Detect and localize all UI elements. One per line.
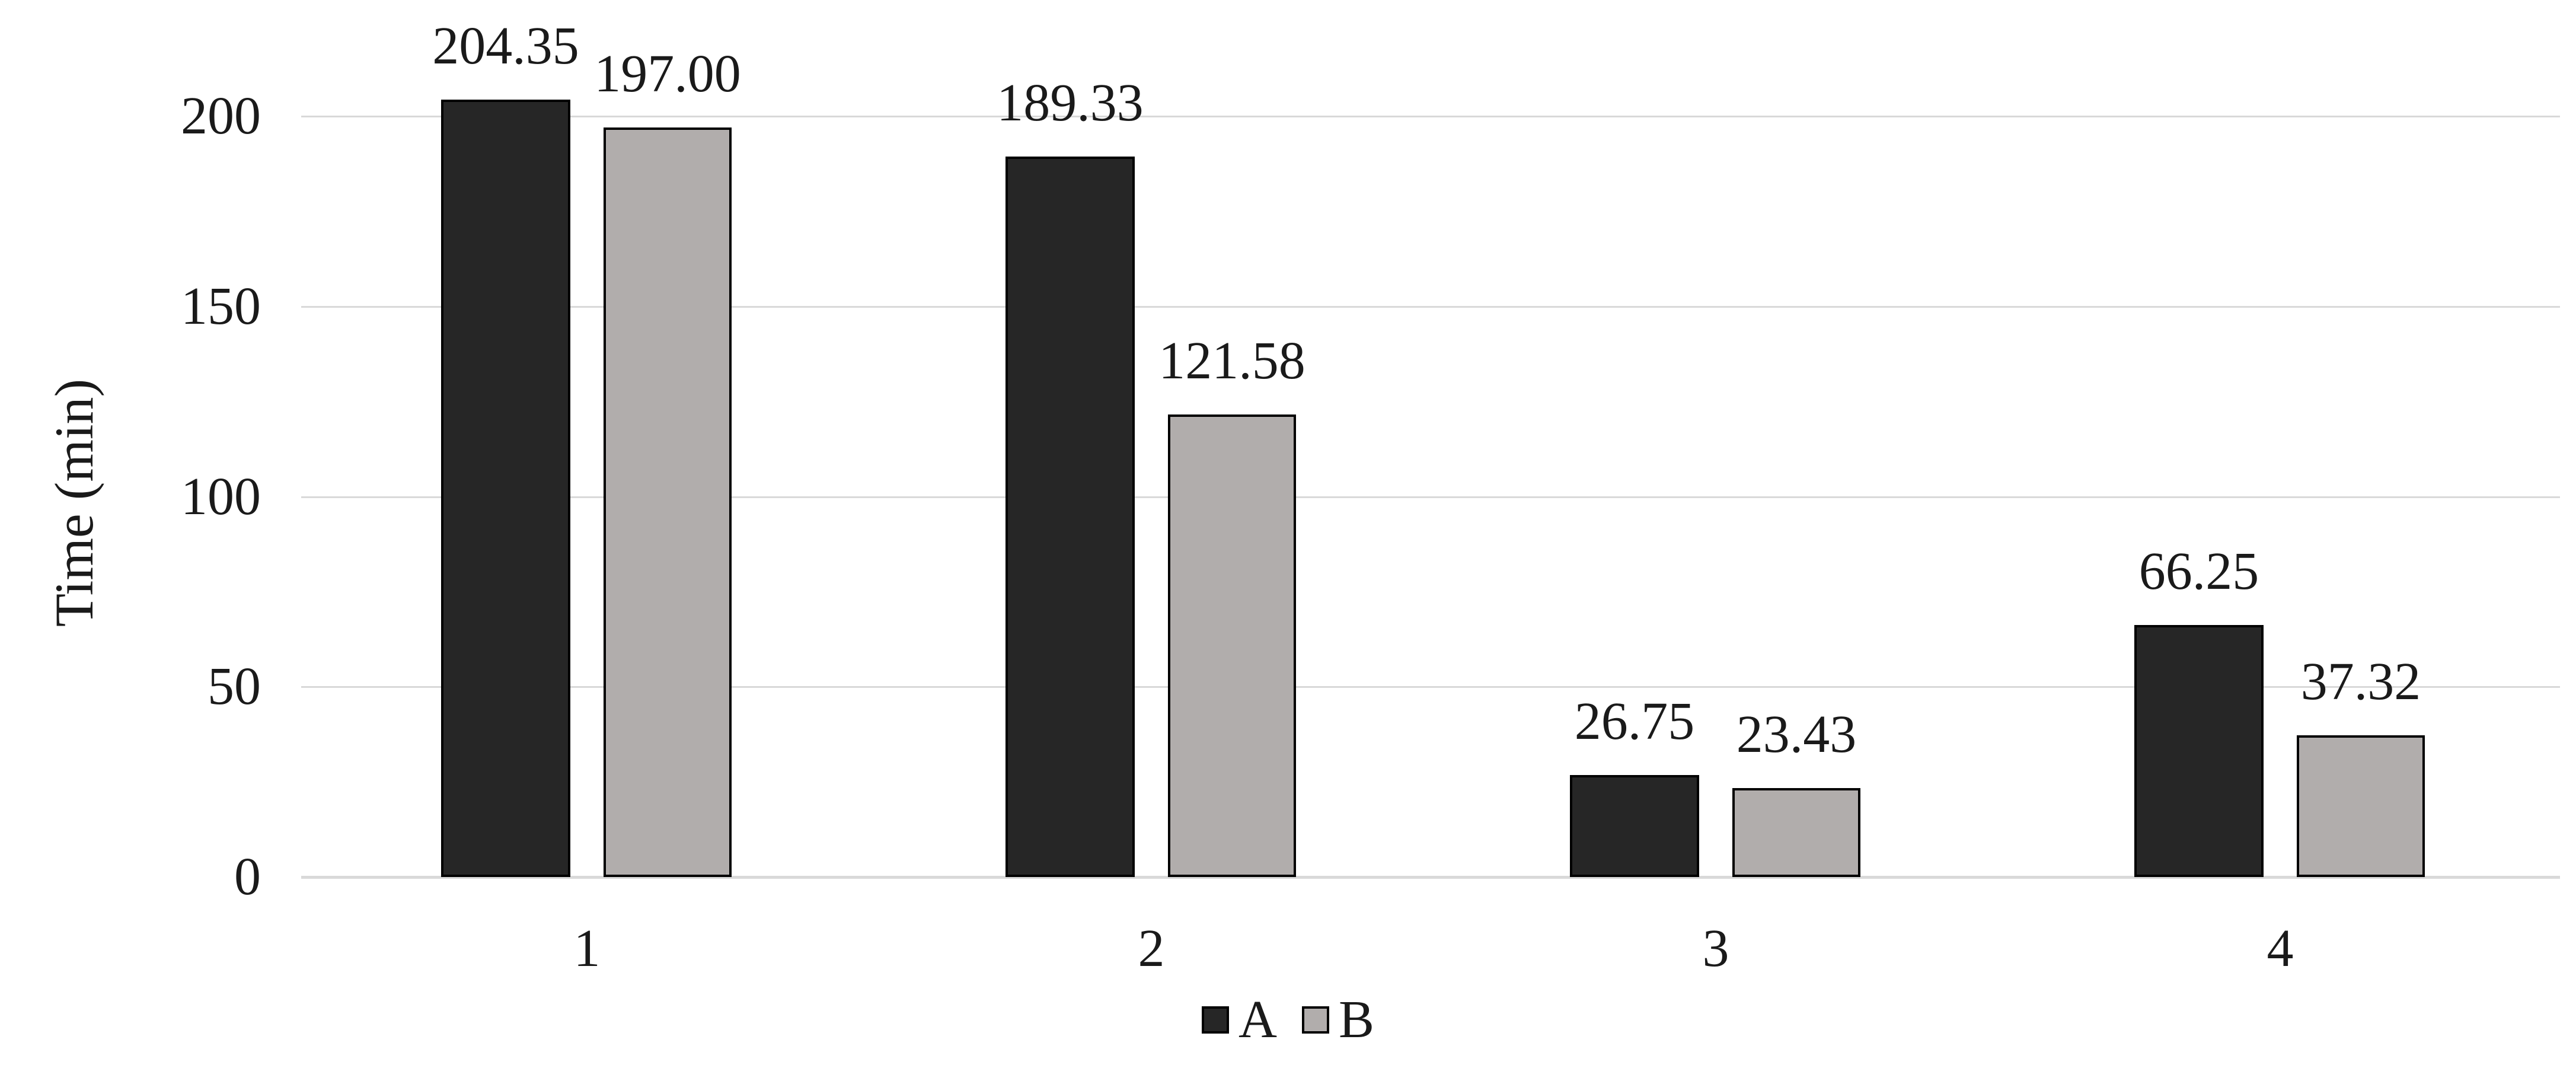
data-label-b-cat-1: 197.00: [594, 44, 741, 103]
y-axis-title: Time (min): [44, 378, 104, 627]
y-tick-label-0: 0: [234, 847, 261, 906]
data-label-a-cat-3: 26.75: [1574, 692, 1695, 751]
data-label-b-cat-4: 37.32: [2300, 652, 2421, 711]
bar-series-b-cat-1: [604, 127, 732, 877]
gridline-50: [301, 686, 2560, 688]
x-tick-label-3: 3: [1702, 919, 1729, 978]
legend-label-b: B: [1338, 990, 1375, 1049]
bar-series-a-cat-3: [1570, 775, 1699, 877]
data-label-b-cat-2: 121.58: [1158, 331, 1305, 390]
y-tick-label-50: 50: [208, 657, 261, 716]
x-tick-label-4: 4: [2267, 919, 2294, 978]
x-tick-label-2: 2: [1138, 919, 1165, 978]
bar-series-b-cat-3: [1732, 788, 1860, 877]
y-tick-label-100: 100: [181, 467, 261, 526]
data-label-b-cat-3: 23.43: [1736, 705, 1857, 764]
legend-item-b: B: [1301, 990, 1375, 1050]
legend-swatch-b-icon: [1301, 1006, 1329, 1034]
data-label-a-cat-2: 189.33: [997, 74, 1144, 132]
legend-label-a: A: [1238, 990, 1277, 1049]
legend-swatch-a-icon: [1201, 1006, 1229, 1034]
x-tick-label-1: 1: [573, 919, 601, 978]
bar-series-b-cat-4: [2297, 735, 2425, 877]
gridline-100: [301, 496, 2560, 498]
data-label-a-cat-1: 204.35: [432, 17, 579, 75]
bar-series-a-cat-1: [441, 100, 570, 877]
gridline-150: [301, 306, 2560, 308]
y-tick-label-200: 200: [181, 87, 261, 145]
bar-series-a-cat-4: [2134, 625, 2264, 877]
gridline-0: [301, 876, 2560, 879]
legend-item-a: A: [1201, 990, 1277, 1050]
data-label-a-cat-4: 66.25: [2138, 542, 2259, 601]
bar-series-b-cat-2: [1168, 414, 1296, 877]
gridline-200: [301, 116, 2560, 117]
bar-series-a-cat-2: [1005, 157, 1135, 877]
y-tick-label-150: 150: [181, 277, 261, 336]
